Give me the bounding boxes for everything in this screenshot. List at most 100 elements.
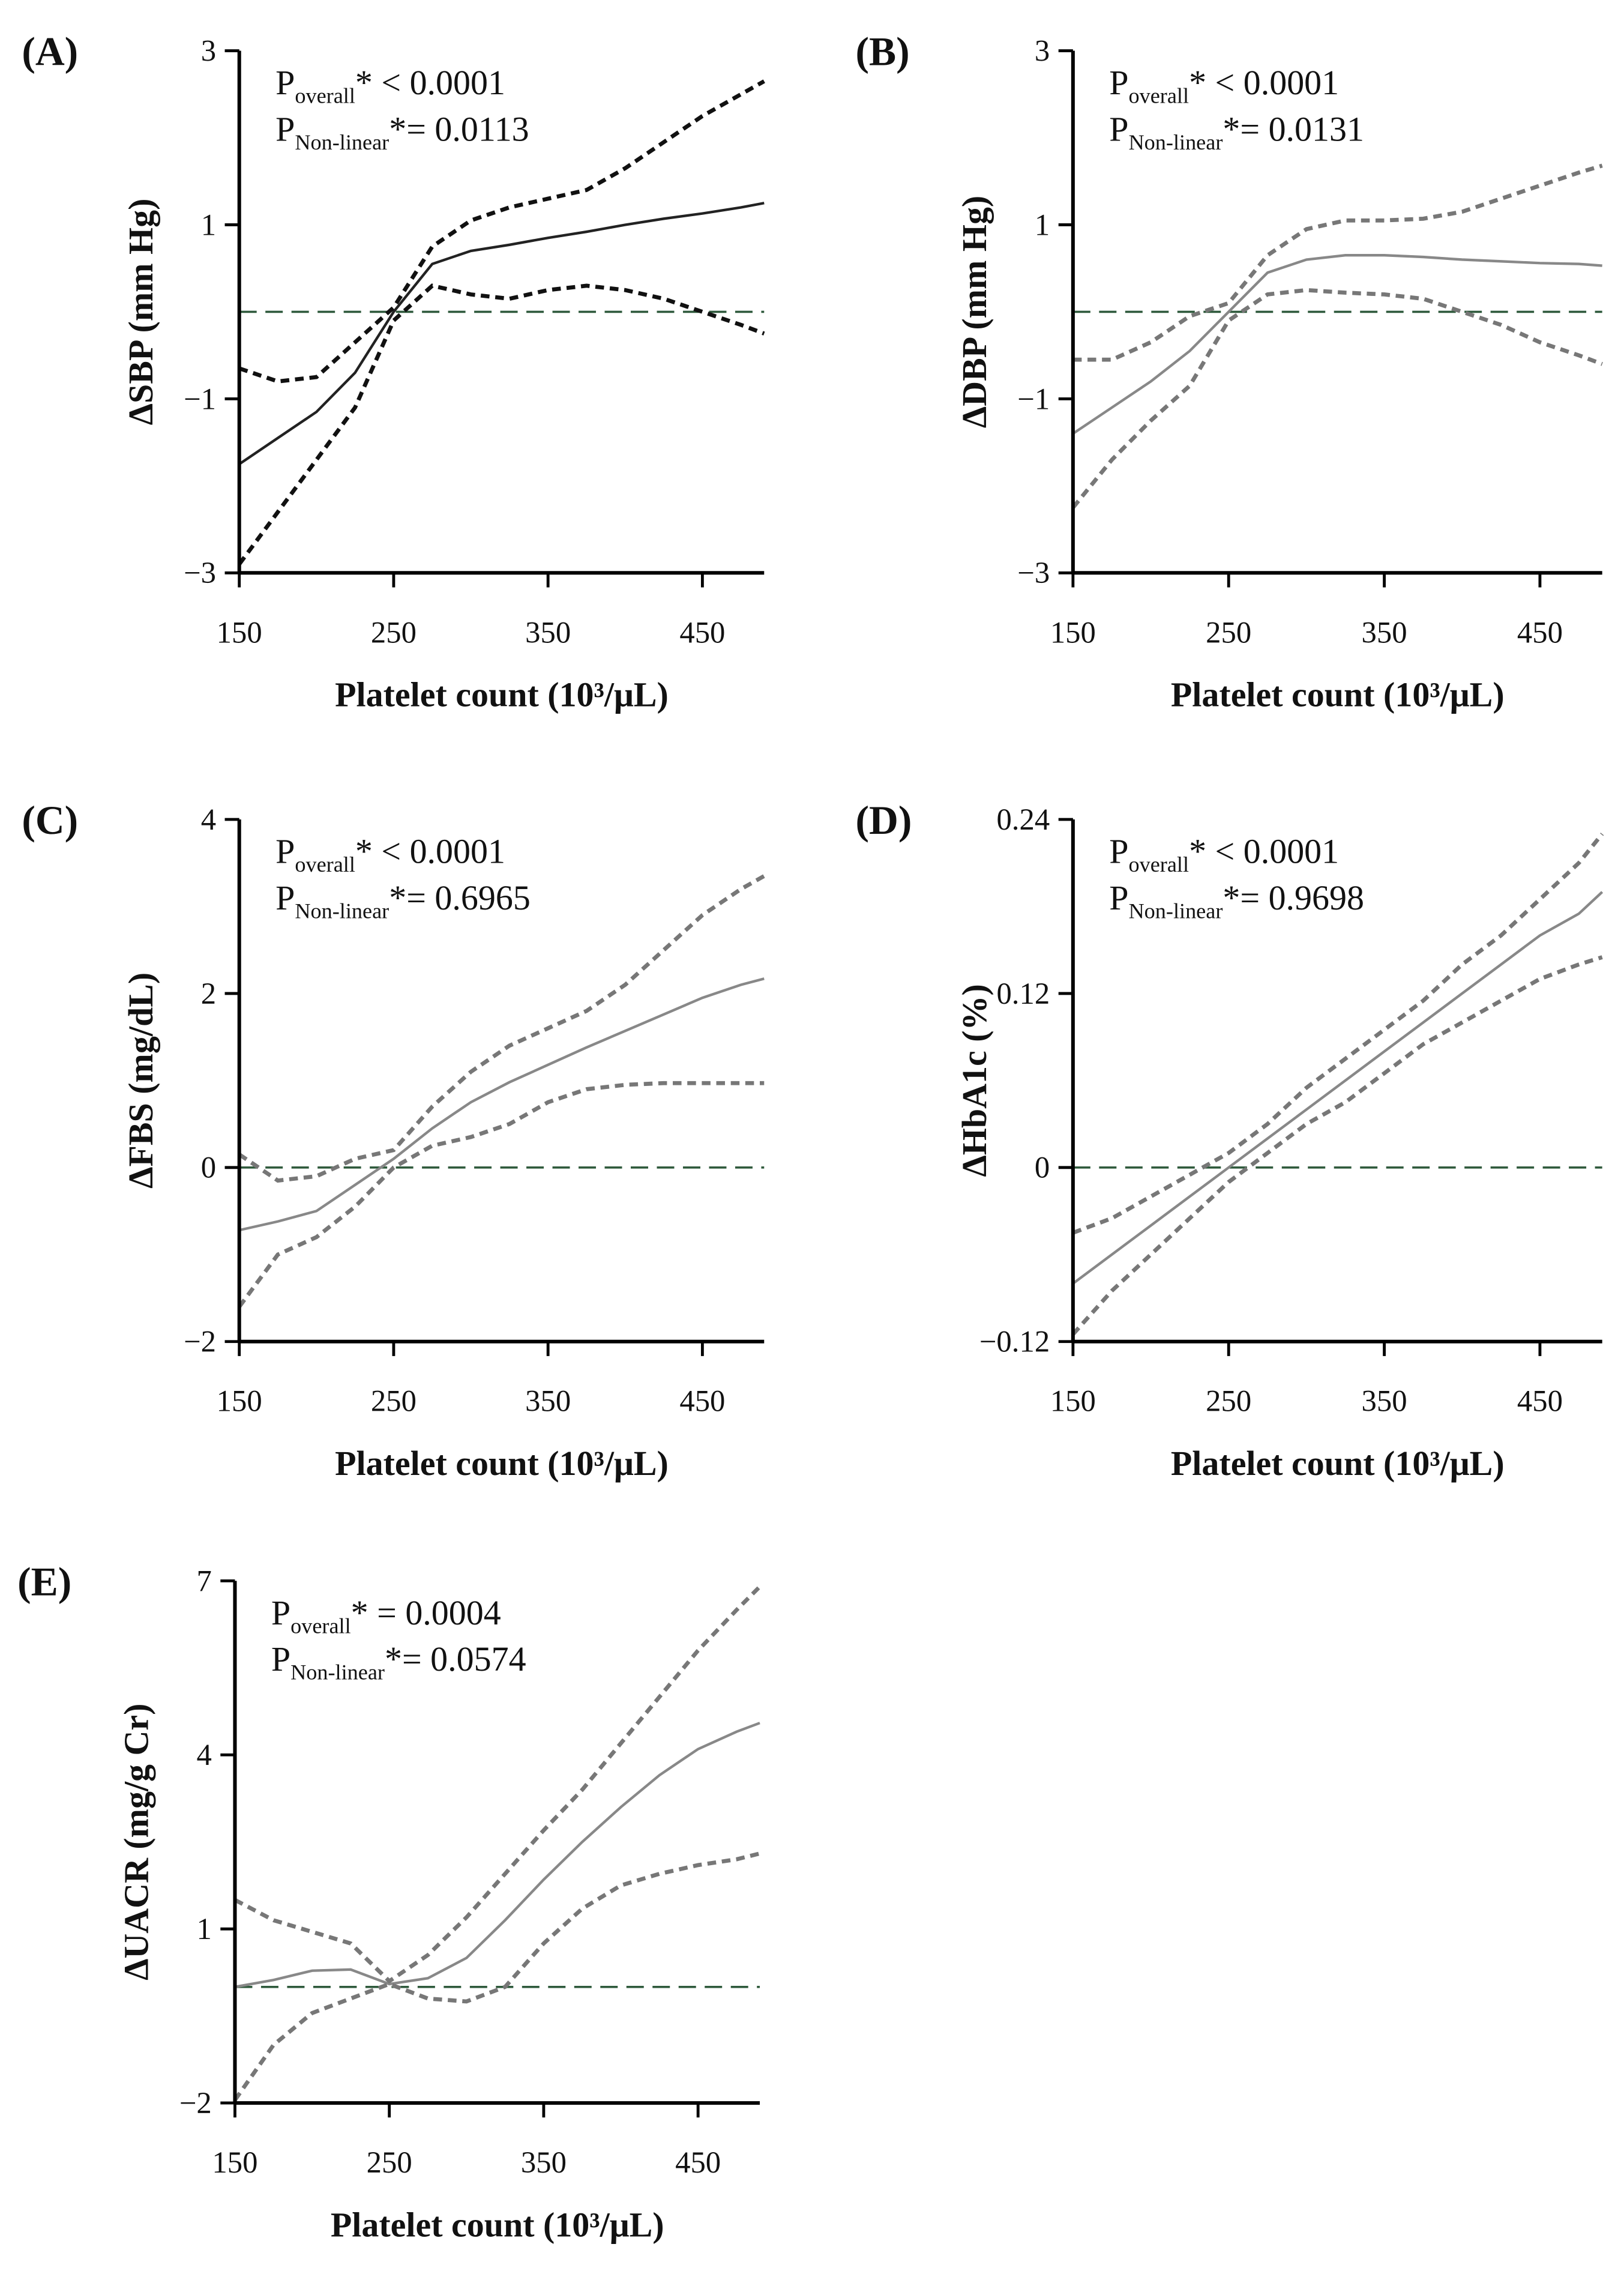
y-tick-label: 4 — [196, 1738, 211, 1772]
x-tick-label: 450 — [679, 1384, 725, 1418]
panel-label: (D) — [855, 798, 912, 843]
p-value: *= 0.6965 — [389, 878, 531, 917]
x-tick-label: 450 — [1517, 1384, 1563, 1418]
p-value: * < 0.0001 — [355, 63, 505, 102]
p-value-annotation: PNon-linear*= 0.9698 — [1109, 878, 1364, 923]
y-axis-label: ΔDBP (mm Hg) — [955, 196, 994, 428]
p-value-annotation: PNon-linear*= 0.6965 — [275, 878, 531, 923]
p-value-annotation: PNon-linear*= 0.0131 — [1109, 109, 1364, 154]
panel-label: (C) — [22, 798, 78, 843]
y-tick-label: 7 — [196, 1564, 211, 1597]
p-subscript: Non-linear — [1129, 899, 1223, 923]
y-tick-label: 2 — [201, 977, 216, 1010]
ci-line — [233, 1851, 760, 2102]
x-tick-label: 150 — [217, 1384, 262, 1418]
x-tick-label: 450 — [675, 2146, 721, 2179]
x-tick-label: 150 — [1050, 1384, 1096, 1418]
p-subscript: Non-linear — [1129, 130, 1223, 154]
x-axis-label: Platelet count (10³/μL) — [335, 1444, 669, 1483]
p-subscript: Non-linear — [290, 1660, 385, 1684]
x-tick-label: 350 — [1362, 615, 1407, 649]
panel: (B) −3 −1 1 3 150 250 350 450 Platelet count (10³… — [855, 29, 1603, 714]
p-value: * < 0.0001 — [1189, 63, 1339, 102]
x-tick-label: 250 — [367, 2146, 412, 2179]
estimate-line — [1072, 891, 1604, 1285]
p-symbol: P — [275, 831, 295, 870]
y-tick-label: 0 — [1035, 1151, 1050, 1184]
y-tick-label: −1 — [1017, 382, 1050, 415]
x-tick-label: 250 — [1206, 1384, 1251, 1418]
estimate-line — [1072, 254, 1602, 435]
p-value-annotation: Poverall* < 0.0001 — [1109, 831, 1339, 876]
x-axis-label: Platelet count (10³/μL) — [1171, 675, 1505, 714]
y-tick-label: 0.12 — [996, 977, 1050, 1010]
y-tick-label: 0 — [201, 1151, 216, 1184]
p-symbol: P — [271, 1593, 290, 1632]
x-axis-label: Platelet count (10³/μL) — [1171, 1444, 1505, 1483]
p-value-annotation: Poverall* = 0.0004 — [271, 1593, 501, 1638]
x-tick-label: 350 — [525, 615, 571, 649]
p-value: *= 0.0131 — [1223, 109, 1364, 148]
p-value: *= 0.0113 — [389, 109, 529, 148]
x-tick-label: 150 — [1050, 615, 1096, 649]
p-subscript: overall — [290, 1614, 351, 1638]
p-symbol: P — [1109, 63, 1128, 102]
y-tick-label: −2 — [184, 1325, 216, 1359]
x-axis-label: Platelet count (10³/μL) — [331, 2205, 664, 2244]
p-value: *= 0.0574 — [385, 1639, 526, 1678]
ci-line — [238, 874, 765, 1183]
p-value-annotation: Poverall* < 0.0001 — [275, 63, 505, 107]
y-tick-label: 1 — [201, 208, 216, 241]
p-subscript: Non-linear — [295, 899, 389, 923]
y-axis-label: ΔFBS (mg/dL) — [121, 973, 160, 1189]
ci-line — [1071, 288, 1603, 509]
ci-line — [1071, 955, 1603, 1336]
y-tick-label: 1 — [1035, 208, 1050, 241]
ci-line — [237, 283, 765, 565]
y-tick-label: 3 — [201, 34, 216, 67]
y-tick-label: −2 — [179, 2086, 212, 2120]
p-symbol: P — [1109, 831, 1128, 870]
x-tick-label: 150 — [217, 615, 262, 649]
p-subscript: Non-linear — [295, 130, 389, 154]
y-tick-label: −0.12 — [979, 1325, 1050, 1359]
p-symbol: P — [275, 109, 295, 148]
y-tick-label: −3 — [1017, 556, 1050, 590]
ci-line — [238, 79, 765, 384]
y-tick-label: 3 — [1035, 34, 1050, 67]
p-value-annotation: Poverall* < 0.0001 — [1109, 63, 1339, 107]
panel: (D) −0.12 0 0.12 0.24 150 250 350 450 Platelet co… — [855, 798, 1604, 1483]
y-tick-label: 4 — [201, 803, 216, 836]
y-tick-label: 1 — [196, 1912, 211, 1946]
p-value: * < 0.0001 — [355, 831, 505, 870]
estimate-line — [239, 977, 765, 1232]
p-symbol: P — [275, 63, 295, 102]
x-tick-label: 450 — [1517, 615, 1563, 649]
p-subscript: overall — [295, 84, 355, 108]
y-axis-label: ΔSBP (mm Hg) — [121, 199, 160, 426]
panel-label: (B) — [855, 29, 909, 74]
x-tick-label: 250 — [371, 615, 417, 649]
panel-label: (A) — [22, 29, 78, 74]
p-symbol: P — [1109, 878, 1128, 917]
panel-label: (E) — [17, 1560, 71, 1605]
x-tick-label: 250 — [371, 1384, 417, 1418]
estimate-line — [238, 202, 765, 465]
p-symbol: P — [271, 1639, 290, 1678]
y-tick-label: 0.24 — [996, 803, 1050, 836]
panel: (E) −2 1 4 7 150 250 350 450 Platelet count (10³/… — [17, 1560, 762, 2244]
x-tick-label: 350 — [521, 2146, 567, 2179]
ci-line — [1072, 833, 1604, 1235]
y-axis-label: ΔUACR (mg/g Cr) — [117, 1704, 156, 1980]
p-symbol: P — [1109, 109, 1128, 148]
y-tick-label: −3 — [184, 556, 216, 590]
estimate-line — [235, 1722, 760, 1988]
p-subscript: overall — [295, 852, 355, 876]
panel: (A) −3 −1 1 3 150 250 350 450 Platelet count (10³… — [22, 29, 765, 714]
p-value-annotation: Poverall* < 0.0001 — [275, 831, 505, 876]
p-subscript: overall — [1129, 84, 1189, 108]
p-value: * < 0.0001 — [1189, 831, 1339, 870]
y-tick-label: −1 — [184, 382, 216, 415]
